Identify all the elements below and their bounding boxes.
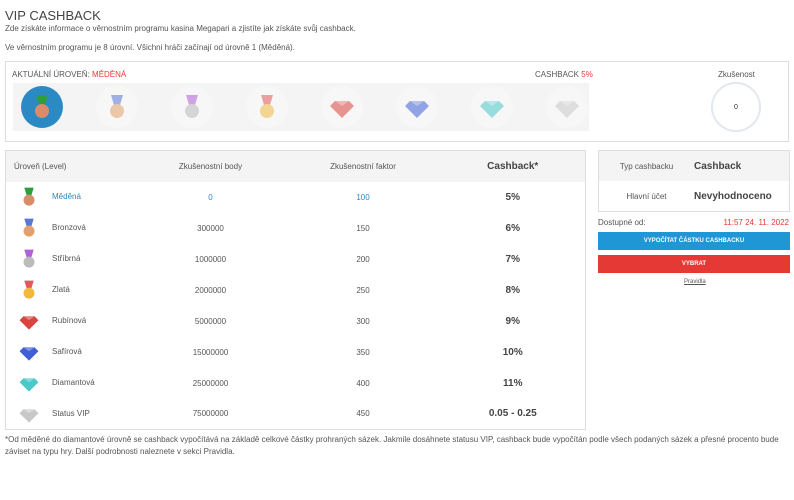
factor-cell: 200 <box>285 243 441 275</box>
cashback-label: CASHBACK 5% <box>535 70 593 79</box>
table-row: Zlatá 2000000 250 8% <box>6 275 586 306</box>
level-cell: Měděná <box>5 181 136 213</box>
header-cashback: Cashback* <box>440 150 586 182</box>
current-level-label: AKTUÁLNÍ ÚROVEŇ: MĚDĚNÁ <box>12 70 127 79</box>
available-value: 11:57 24. 11. 2022 <box>723 218 789 227</box>
account-value: Nevyhodnoceno <box>694 190 772 202</box>
table-row: Bronzová 300000 150 6% <box>6 213 586 244</box>
factor-cell: 300 <box>285 305 441 337</box>
withdraw-button[interactable]: VYBRAT <box>598 255 790 273</box>
gem-ruby-icon <box>321 86 363 128</box>
points-cell: 75000000 <box>192 409 229 419</box>
levels-table: Úroveň (Level) Zkušenostní body Zkušenos… <box>5 150 586 430</box>
cashback-cell: 5% <box>440 181 586 213</box>
medal-copper-icon <box>21 86 63 128</box>
type-label: Typ cashbacku <box>619 161 674 171</box>
level-cell: Safírová <box>6 337 136 368</box>
level-cell: Stříbrná <box>5 243 136 275</box>
current-level-panel: AKTUÁLNÍ ÚROVEŇ: MĚDĚNÁ CASHBACK 5% Zkuš… <box>5 61 789 142</box>
level-name: Status VIP <box>52 408 90 418</box>
account-label: Hlavní účet <box>626 191 667 201</box>
table-row: Diamantová 25000000 400 11% <box>5 367 586 399</box>
footnote: *Od měděné do diamantové úrovně se cashb… <box>5 435 779 456</box>
medal-silver-icon <box>171 86 213 128</box>
level-name: Safírová <box>52 347 82 357</box>
points-cell: 25000000 <box>135 367 286 399</box>
cashback-cell: 8% <box>505 284 520 296</box>
level-icons-strip <box>13 83 589 131</box>
gem-sapphire-icon <box>18 341 40 363</box>
cashback-cell: 6% <box>505 222 520 234</box>
table-row: Status VIP 75000000 450 0.05 - 0.25 <box>6 399 586 430</box>
page-title: VIP CASHBACK <box>5 8 101 23</box>
calculate-cashback-button[interactable]: VYPOČÍTAT ČÁSTKU CASHBACKU <box>598 232 790 250</box>
rules-link[interactable]: Pravidla <box>684 279 706 285</box>
header-level: Úroveň (Level) <box>5 150 136 182</box>
experience-circle: 0 <box>711 82 761 132</box>
gem-diamond-icon <box>18 372 40 394</box>
level-cell: Rubínová <box>5 305 136 337</box>
gem-sapphire-icon <box>396 86 438 128</box>
experience-label: Zkušenost <box>718 70 755 79</box>
gem-ruby-icon <box>18 310 40 332</box>
table-row: Měděná 0 100 5% <box>5 181 586 213</box>
cashback-cell: 0.05 - 0.25 <box>488 408 537 420</box>
factor-cell: 450 <box>356 409 370 419</box>
current-level-value: MĚDĚNÁ <box>92 70 127 79</box>
cashback-cell: 10% <box>502 346 523 358</box>
points-cell: 300000 <box>197 223 224 233</box>
factor-cell: 150 <box>356 223 370 233</box>
level-name: Diamantová <box>52 378 95 388</box>
header-factor: Zkušenostní faktor <box>285 150 441 182</box>
medal-silver-icon <box>18 248 40 270</box>
level-cell: Diamantová <box>5 367 136 399</box>
medal-bronze-icon <box>18 217 40 239</box>
medal-copper-icon <box>18 186 40 208</box>
gem-diamond-icon <box>471 86 513 128</box>
table-row: Stříbrná 1000000 200 7% <box>5 243 586 275</box>
table-row: Rubínová 5000000 300 9% <box>5 305 586 337</box>
level-name: Měděná <box>52 192 81 202</box>
table-row: Safírová 15000000 350 10% <box>6 337 586 368</box>
header-points: Zkušenostní body <box>135 150 286 182</box>
points-cell: 0 <box>135 181 286 213</box>
type-value: Cashback <box>694 160 742 172</box>
level-name: Bronzová <box>52 223 86 233</box>
factor-cell: 350 <box>356 347 370 357</box>
medal-gold-icon <box>18 279 40 301</box>
points-cell: 1000000 <box>135 243 286 275</box>
factor-cell: 250 <box>356 285 370 295</box>
available-label: Dostupné od: <box>598 218 646 227</box>
level-cell: Bronzová <box>6 213 136 244</box>
points-cell: 2000000 <box>194 285 227 295</box>
level-name: Stříbrná <box>52 254 81 264</box>
levels-info: Ve věrnostním programu je 8 úrovní. Všic… <box>5 43 295 52</box>
factor-cell: 400 <box>285 367 441 399</box>
points-cell: 5000000 <box>135 305 286 337</box>
cashback-cell: 11% <box>440 367 586 399</box>
gem-vip-icon <box>18 403 40 425</box>
intro-text: Zde získáte informace o věrnostním progr… <box>5 24 356 33</box>
points-cell: 15000000 <box>192 347 229 357</box>
cashback-cell: 7% <box>440 243 586 275</box>
level-name: Zlatá <box>52 285 70 295</box>
medal-gold-icon <box>246 86 288 128</box>
medal-bronze-icon <box>96 86 138 128</box>
level-cell: Status VIP <box>6 399 136 430</box>
cashback-info-panel: Typ cashbacku Cashback Hlavní účet Nevyhod… <box>598 150 790 212</box>
factor-cell: 100 <box>285 181 441 213</box>
cashback-cell: 9% <box>440 305 586 337</box>
level-name: Rubínová <box>52 316 87 326</box>
level-cell: Zlatá <box>6 275 136 306</box>
gem-vip-icon <box>546 86 588 128</box>
